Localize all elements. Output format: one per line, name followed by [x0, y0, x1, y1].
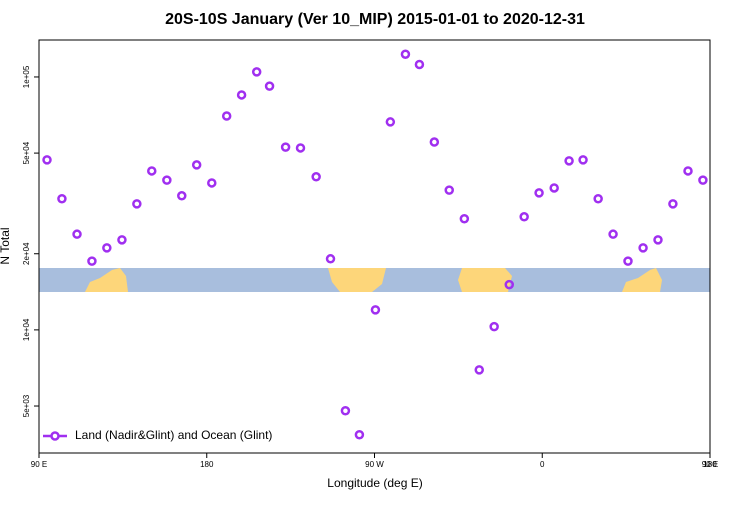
land: [85, 268, 128, 292]
y-tick-label: 1e+05: [22, 65, 31, 88]
land: [458, 268, 512, 292]
x-tick-label: 90 E: [31, 460, 47, 469]
map-strip: [39, 268, 710, 292]
y-axis-label: N Total: [0, 227, 12, 264]
point: [102, 243, 112, 253]
legend-label: Land (Nadir&Glint) and Ocean (Glint): [75, 428, 272, 442]
point: [698, 175, 708, 185]
point: [87, 256, 97, 266]
point: [504, 279, 515, 290]
land: [622, 268, 662, 292]
x-tick-label: 180: [200, 460, 214, 469]
point: [578, 155, 588, 165]
point: [623, 256, 633, 266]
x-tick-label: 0: [540, 460, 545, 469]
point: [354, 429, 365, 440]
point: [42, 155, 52, 165]
point: [414, 59, 425, 70]
point: [459, 214, 470, 224]
point: [162, 175, 172, 185]
point: [191, 160, 202, 170]
point: [57, 193, 67, 204]
point: [177, 191, 187, 201]
x-axis-label: Longitude (deg E): [327, 476, 422, 490]
point: [207, 178, 217, 188]
point: [295, 143, 306, 153]
point: [444, 185, 454, 195]
point: [474, 365, 485, 375]
y-tick-label: 5e+04: [22, 141, 31, 164]
point: [489, 321, 499, 332]
plot-frame: [38, 39, 711, 454]
point: [429, 137, 440, 147]
point: [221, 111, 232, 121]
x-tick-label: 180: [703, 460, 717, 469]
chart-title: 20S-10S January (Ver 10_MIP) 2015-01-01 …: [165, 11, 585, 28]
point: [668, 199, 678, 209]
point: [117, 235, 127, 245]
point: [608, 229, 618, 239]
point: [340, 405, 351, 416]
x-tick-label: 90 E: [702, 460, 718, 469]
y-tick-label: 2e+04: [22, 242, 31, 265]
land: [328, 268, 386, 292]
y-tick-label: 1e+04: [22, 318, 31, 341]
point: [653, 235, 663, 245]
point: [236, 90, 247, 100]
point: [264, 81, 275, 91]
y-tick-label: 5e+03: [22, 394, 31, 417]
x-tick-label: 90 W: [365, 460, 384, 469]
point: [72, 229, 82, 239]
point: [147, 166, 157, 176]
point: [385, 117, 396, 127]
point: [638, 243, 648, 253]
point: [534, 188, 544, 198]
point: [132, 199, 142, 209]
point: [683, 166, 693, 176]
point: [564, 156, 574, 166]
point: [519, 212, 529, 222]
point: [400, 49, 411, 59]
point: [280, 142, 291, 152]
point: [370, 305, 381, 315]
legend-marker: [50, 431, 60, 441]
point: [325, 254, 336, 264]
point: [251, 67, 262, 77]
point: [311, 172, 321, 182]
point: [549, 183, 559, 193]
point: [593, 193, 603, 204]
